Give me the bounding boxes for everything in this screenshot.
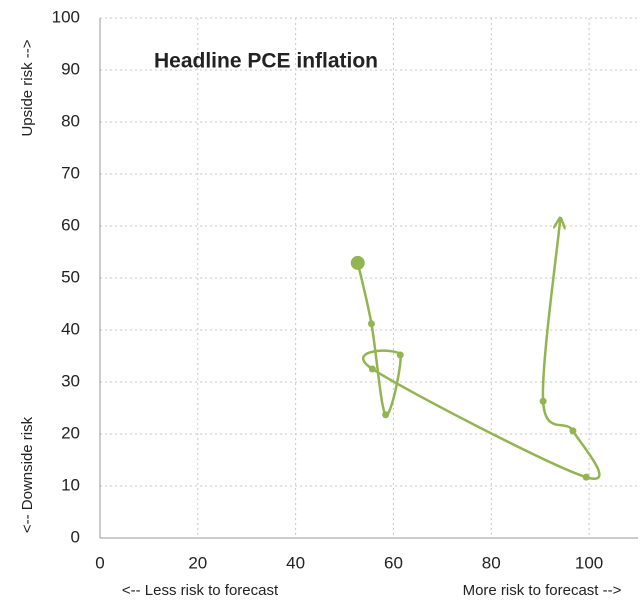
point (382, 411, 390, 419)
y-tick-label: 0 (71, 527, 80, 546)
trajectory-line (356, 219, 601, 480)
y-axis-label-top: Upside risk --> (19, 39, 36, 136)
x-tick-label: 0 (95, 553, 104, 572)
start-point (350, 255, 365, 270)
y-tick-label: 80 (61, 111, 80, 130)
y-tick-label: 10 (61, 475, 80, 494)
point (368, 365, 376, 373)
y-tick-label: 50 (61, 267, 80, 286)
x-tick-label: 20 (188, 553, 207, 572)
y-tick-label: 100 (52, 7, 80, 26)
x-axis-label-right: More risk to forecast --> (463, 582, 622, 599)
point (367, 320, 375, 328)
x-tick-label: 80 (482, 553, 501, 572)
point (396, 351, 404, 359)
x-axis-label-left: <-- Less risk to forecast (122, 582, 279, 599)
y-axis-label-bottom: <-- Downside risk (19, 416, 36, 533)
point (569, 427, 577, 435)
y-tick-label: 40 (61, 319, 80, 338)
y-tick-label: 90 (61, 59, 80, 78)
point (582, 473, 590, 481)
x-tick-label: 40 (286, 553, 305, 572)
point (539, 397, 547, 405)
x-tick-label: 60 (384, 553, 403, 572)
y-tick-label: 30 (61, 371, 80, 390)
x-tick-label: 100 (575, 553, 603, 572)
y-tick-label: 60 (61, 215, 80, 234)
y-tick-label: 20 (61, 423, 80, 442)
y-tick-label: 70 (61, 163, 80, 182)
chart-title: Headline PCE inflation (154, 50, 378, 73)
